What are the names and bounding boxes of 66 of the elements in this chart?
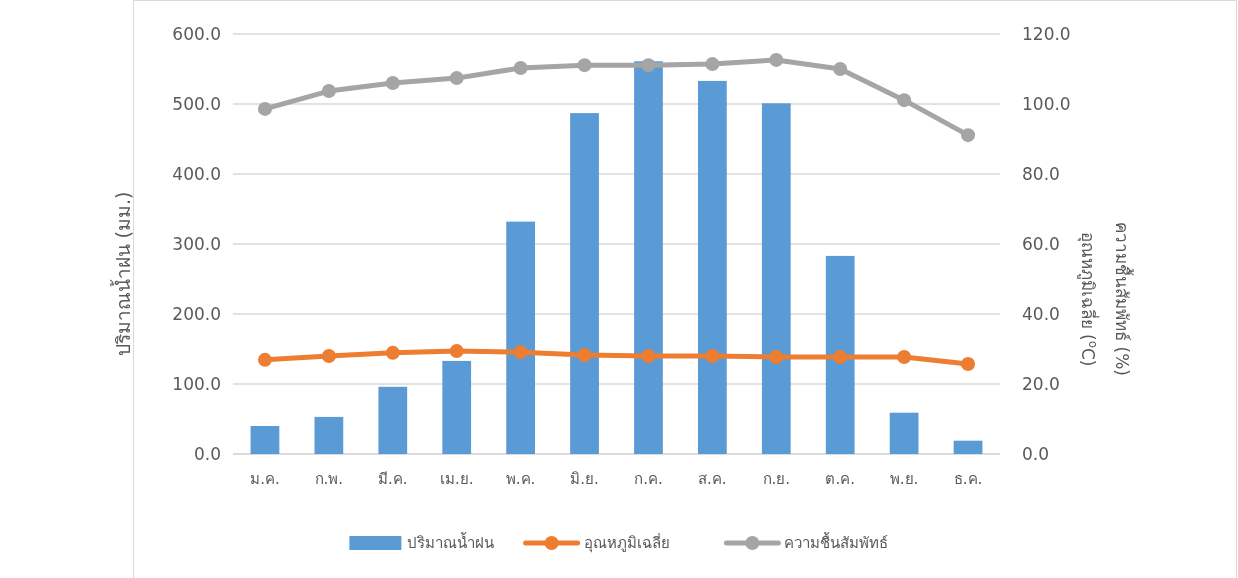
point <box>641 58 656 73</box>
point <box>961 357 976 372</box>
point <box>769 350 784 365</box>
point <box>769 52 784 67</box>
point <box>961 128 976 143</box>
x-tick-label: ส.ค. <box>698 470 727 488</box>
point <box>833 350 848 365</box>
bar <box>250 426 280 454</box>
y2-tick-label: 100.0 <box>1022 93 1071 114</box>
y2-tick-label: 80.0 <box>1022 163 1060 184</box>
y2-tick-label: 0.0 <box>1022 443 1050 464</box>
point <box>385 76 400 90</box>
bar <box>761 103 791 454</box>
x-tick-label: มี.ค. <box>378 470 408 488</box>
y2-tick-label: 120.0 <box>1022 23 1071 44</box>
x-tick-label: มิ.ย. <box>570 470 599 488</box>
legend-label: ปริมาณน้ำฝน <box>407 532 495 553</box>
x-tick-label: ก.ย. <box>762 470 791 488</box>
y-tick-label: 200.0 <box>172 303 221 324</box>
point <box>385 345 400 360</box>
x-tick-label: ก.ค. <box>634 470 663 488</box>
point <box>897 93 912 108</box>
bar <box>953 440 983 454</box>
point <box>449 71 464 86</box>
x-tick-label: เม.ย. <box>439 470 474 488</box>
point <box>449 344 464 359</box>
x-tick-label: ธ.ค. <box>953 470 983 488</box>
y2-tick-label: 20.0 <box>1022 373 1060 394</box>
point <box>641 349 656 363</box>
y-tick-label: 0.0 <box>193 443 221 464</box>
point <box>705 349 720 363</box>
bar <box>889 412 919 454</box>
x-tick-label: พ.ค. <box>505 470 536 488</box>
y-tick-label: 400.0 <box>172 163 221 184</box>
point <box>577 347 592 362</box>
bar <box>314 416 344 454</box>
point <box>577 58 592 73</box>
y-axis-title: ปริมาณน้ำฝน (มม.) <box>110 191 134 357</box>
x-tick-label: ต.ค. <box>825 470 855 488</box>
point <box>321 349 336 363</box>
bar <box>825 255 855 454</box>
bar <box>570 113 599 454</box>
x-tick-label: ม.ค. <box>250 470 280 488</box>
point <box>705 57 720 72</box>
point <box>513 60 528 75</box>
point <box>833 62 848 76</box>
legend-label: ความชื้นสัมพัทธ์ <box>784 532 889 553</box>
point <box>257 101 272 116</box>
y-tick-label: 100.0 <box>172 373 221 394</box>
point <box>513 345 528 360</box>
bar <box>378 386 408 454</box>
bar <box>697 80 727 454</box>
y-tick-label: 500.0 <box>172 93 221 114</box>
y-tick-label: 300.0 <box>172 233 221 254</box>
x-tick-label: พ.ย. <box>889 470 919 488</box>
point <box>897 350 912 365</box>
bar <box>634 61 663 454</box>
point <box>321 84 336 99</box>
legend-label: อุณหภูมิเฉลี่ย <box>583 532 670 554</box>
y2-tick-label: 40.0 <box>1022 303 1060 324</box>
x-tick-label: ก.พ. <box>314 470 344 488</box>
point <box>257 352 272 367</box>
bar <box>442 360 472 454</box>
bar <box>506 221 536 454</box>
y-tick-label: 600.0 <box>172 23 221 44</box>
y2-tick-label: 60.0 <box>1022 233 1060 254</box>
